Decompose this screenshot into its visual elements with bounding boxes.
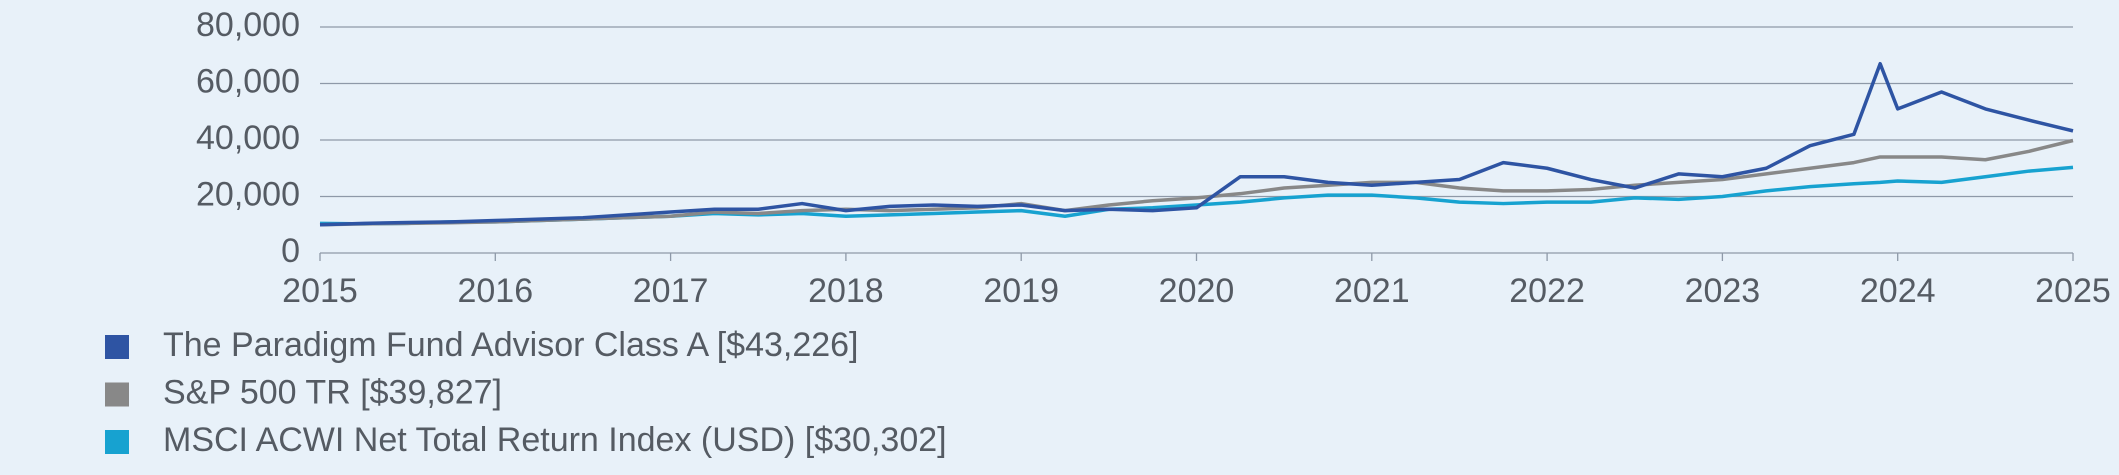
x-tick-label: 2021 bbox=[1334, 272, 1410, 310]
legend-label: S&P 500 TR [$39,827] bbox=[163, 373, 502, 411]
x-tick-label: 2022 bbox=[1509, 272, 1585, 310]
legend-swatch bbox=[105, 382, 129, 407]
x-tick-label: 2018 bbox=[808, 272, 884, 310]
legend-label: The Paradigm Fund Advisor Class A [$43,2… bbox=[163, 326, 859, 364]
x-tick-label: 2016 bbox=[457, 272, 533, 310]
x-tick-label: 2024 bbox=[1860, 272, 1936, 310]
x-tick-label: 2020 bbox=[1159, 272, 1235, 310]
y-tick-label: 20,000 bbox=[196, 175, 300, 213]
legend-swatch bbox=[105, 335, 129, 359]
x-tick-label: 2019 bbox=[983, 272, 1059, 310]
y-tick-label: 80,000 bbox=[196, 6, 300, 44]
legend-swatch bbox=[105, 430, 129, 454]
x-tick-label: 2017 bbox=[633, 272, 709, 310]
y-tick-label: 0 bbox=[281, 232, 300, 270]
series-line bbox=[319, 61, 2074, 227]
legend-label: MSCI ACWI Net Total Return Index (USD) [… bbox=[163, 421, 947, 459]
y-tick-label: 40,000 bbox=[196, 119, 300, 157]
x-tick-label: 2025 bbox=[2035, 272, 2111, 310]
y-tick-label: 60,000 bbox=[196, 62, 300, 100]
x-tick-label: 2023 bbox=[1685, 272, 1761, 310]
series-line bbox=[319, 165, 2074, 226]
series-line bbox=[319, 138, 2074, 227]
x-tick-label: 2015 bbox=[282, 272, 358, 310]
